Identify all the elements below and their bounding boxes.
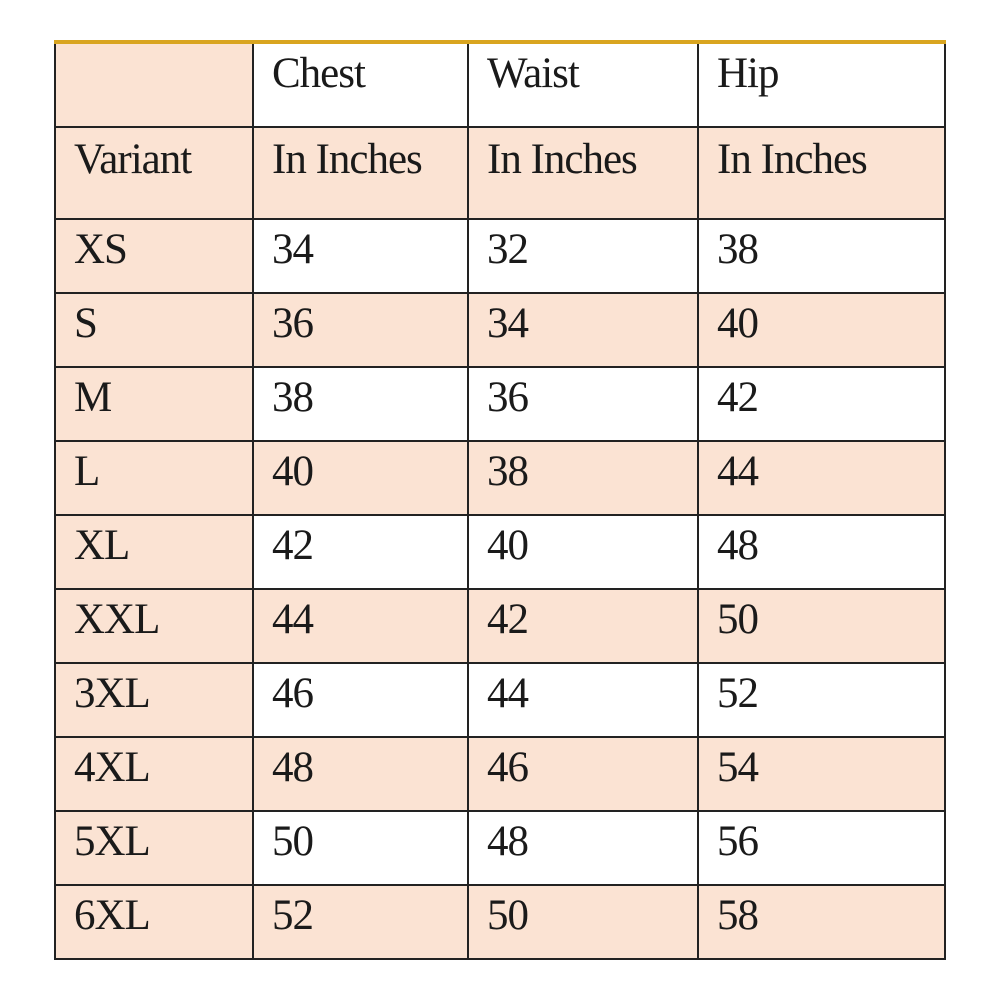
- variant-cell: L: [54, 440, 254, 516]
- table-row: S 36 34 40: [54, 292, 946, 368]
- chest-cell: 42: [252, 514, 469, 590]
- hip-cell: 38: [697, 218, 946, 294]
- waist-cell: 38: [467, 440, 699, 516]
- waist-cell: 40: [467, 514, 699, 590]
- table-row: 5XL 50 48 56: [54, 810, 946, 886]
- chest-cell: 36: [252, 292, 469, 368]
- waist-cell: 50: [467, 884, 699, 960]
- hip-cell: 48: [697, 514, 946, 590]
- waist-cell: 32: [467, 218, 699, 294]
- header-cell-chest-unit: In Inches: [252, 126, 469, 220]
- hip-cell: 50: [697, 588, 946, 664]
- chest-cell: 40: [252, 440, 469, 516]
- table-row: XS 34 32 38: [54, 218, 946, 294]
- chest-cell: 38: [252, 366, 469, 442]
- table-row: M 38 36 42: [54, 366, 946, 442]
- waist-cell: 48: [467, 810, 699, 886]
- chest-cell: 48: [252, 736, 469, 812]
- hip-cell: 44: [697, 440, 946, 516]
- chest-cell: 34: [252, 218, 469, 294]
- table-row: XXL 44 42 50: [54, 588, 946, 664]
- variant-cell: XXL: [54, 588, 254, 664]
- header-cell-empty: [54, 41, 254, 128]
- table-row: L 40 38 44: [54, 440, 946, 516]
- waist-cell: 46: [467, 736, 699, 812]
- chest-cell: 50: [252, 810, 469, 886]
- header-cell-variant: Variant: [54, 126, 254, 220]
- variant-cell: 5XL: [54, 810, 254, 886]
- variant-cell: 4XL: [54, 736, 254, 812]
- waist-cell: 34: [467, 292, 699, 368]
- table-row: 3XL 46 44 52: [54, 662, 946, 738]
- header-cell-chest: Chest: [252, 41, 469, 128]
- hip-cell: 54: [697, 736, 946, 812]
- waist-cell: 44: [467, 662, 699, 738]
- table-row: 6XL 52 50 58: [54, 884, 946, 960]
- header-cell-hip: Hip: [697, 41, 946, 128]
- size-chart-table: Chest Waist Hip Variant In Inches In Inc…: [54, 40, 946, 960]
- variant-cell: XL: [54, 514, 254, 590]
- chest-cell: 52: [252, 884, 469, 960]
- chest-cell: 44: [252, 588, 469, 664]
- header-cell-waist: Waist: [467, 41, 699, 128]
- waist-cell: 36: [467, 366, 699, 442]
- hip-cell: 42: [697, 366, 946, 442]
- waist-cell: 42: [467, 588, 699, 664]
- table-row: 4XL 48 46 54: [54, 736, 946, 812]
- table-row: XL 42 40 48: [54, 514, 946, 590]
- hip-cell: 40: [697, 292, 946, 368]
- hip-cell: 56: [697, 810, 946, 886]
- header-cell-hip-unit: In Inches: [697, 126, 946, 220]
- header-row-measurements: Chest Waist Hip: [54, 41, 946, 128]
- chest-cell: 46: [252, 662, 469, 738]
- header-cell-waist-unit: In Inches: [467, 126, 699, 220]
- variant-cell: 6XL: [54, 884, 254, 960]
- hip-cell: 58: [697, 884, 946, 960]
- variant-cell: 3XL: [54, 662, 254, 738]
- header-row-units: Variant In Inches In Inches In Inches: [54, 126, 946, 220]
- variant-cell: S: [54, 292, 254, 368]
- variant-cell: M: [54, 366, 254, 442]
- variant-cell: XS: [54, 218, 254, 294]
- hip-cell: 52: [697, 662, 946, 738]
